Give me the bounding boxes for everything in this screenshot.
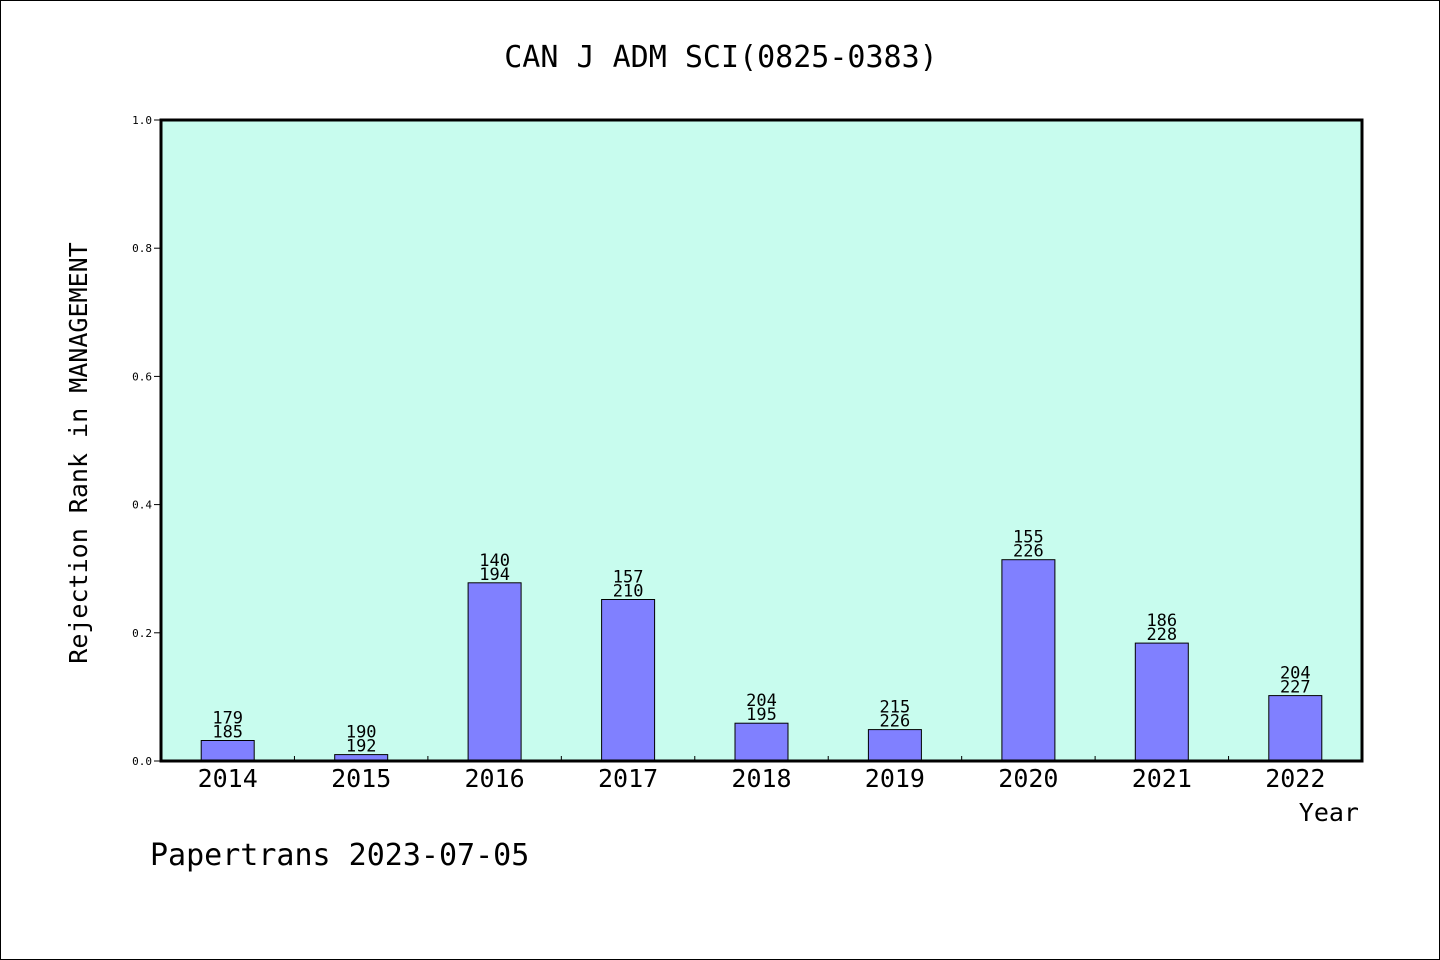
y-tick-label: 0.6: [132, 370, 152, 383]
bar-label-top: 204: [1280, 664, 1311, 684]
bar-label-bottom: 227: [1280, 678, 1311, 698]
x-tick-label: 2016: [464, 764, 524, 793]
bar-2020: [1001, 559, 1056, 762]
y-tick-label: 0.4: [132, 499, 152, 512]
x-tick-label: 2017: [598, 764, 658, 793]
chart-title: CAN J ADM SCI(0825-0383): [504, 40, 937, 75]
bar-label-bottom: 194: [479, 565, 510, 585]
bar-label-top: 140: [479, 551, 510, 571]
plot-frame: [159, 118, 1364, 763]
bar-2014: [200, 740, 255, 762]
bar-label-bottom: 185: [212, 723, 243, 743]
x-tick-label: 2015: [331, 764, 391, 793]
bar-2017: [601, 599, 656, 762]
y-axis-label: Rejection Rank in MANAGEMENT: [64, 242, 93, 663]
bar-label-top: 157: [613, 568, 644, 588]
bar-label-bottom: 192: [346, 737, 377, 757]
bar-label-bottom: 226: [1013, 542, 1044, 562]
bar-label-top: 204: [746, 691, 777, 711]
bar-label-bottom: 195: [746, 705, 777, 725]
bar-label-top: 179: [212, 709, 243, 729]
x-tick-label: 2021: [1132, 764, 1192, 793]
x-tick-label: 2018: [731, 764, 791, 793]
bar-label-top: 155: [1013, 528, 1044, 548]
x-tick-label: 2020: [998, 764, 1058, 793]
x-tick-label: 2014: [198, 764, 258, 793]
y-tick-label: 1.0: [132, 114, 152, 127]
bar-label-top: 215: [880, 698, 911, 718]
x-axis-label: Year: [1299, 798, 1359, 827]
bar-2018: [734, 722, 789, 762]
bar-label-bottom: 228: [1146, 625, 1177, 645]
bar-label-top: 186: [1146, 611, 1177, 631]
bar-label-top: 190: [346, 723, 377, 743]
bar-label-bottom: 210: [613, 582, 644, 602]
footer-text: Papertrans 2023-07-05: [150, 838, 529, 873]
y-tick-label: 0.0: [132, 755, 152, 768]
bar-2022: [1268, 695, 1323, 762]
bar-2021: [1134, 642, 1189, 762]
y-tick-label: 0.8: [132, 242, 152, 255]
x-tick-label: 2022: [1265, 764, 1325, 793]
bar-2016: [467, 582, 522, 762]
y-tick-label: 0.2: [132, 627, 152, 640]
bar-label-bottom: 226: [880, 712, 911, 732]
bar-2019: [867, 729, 922, 762]
x-tick-label: 2019: [865, 764, 925, 793]
